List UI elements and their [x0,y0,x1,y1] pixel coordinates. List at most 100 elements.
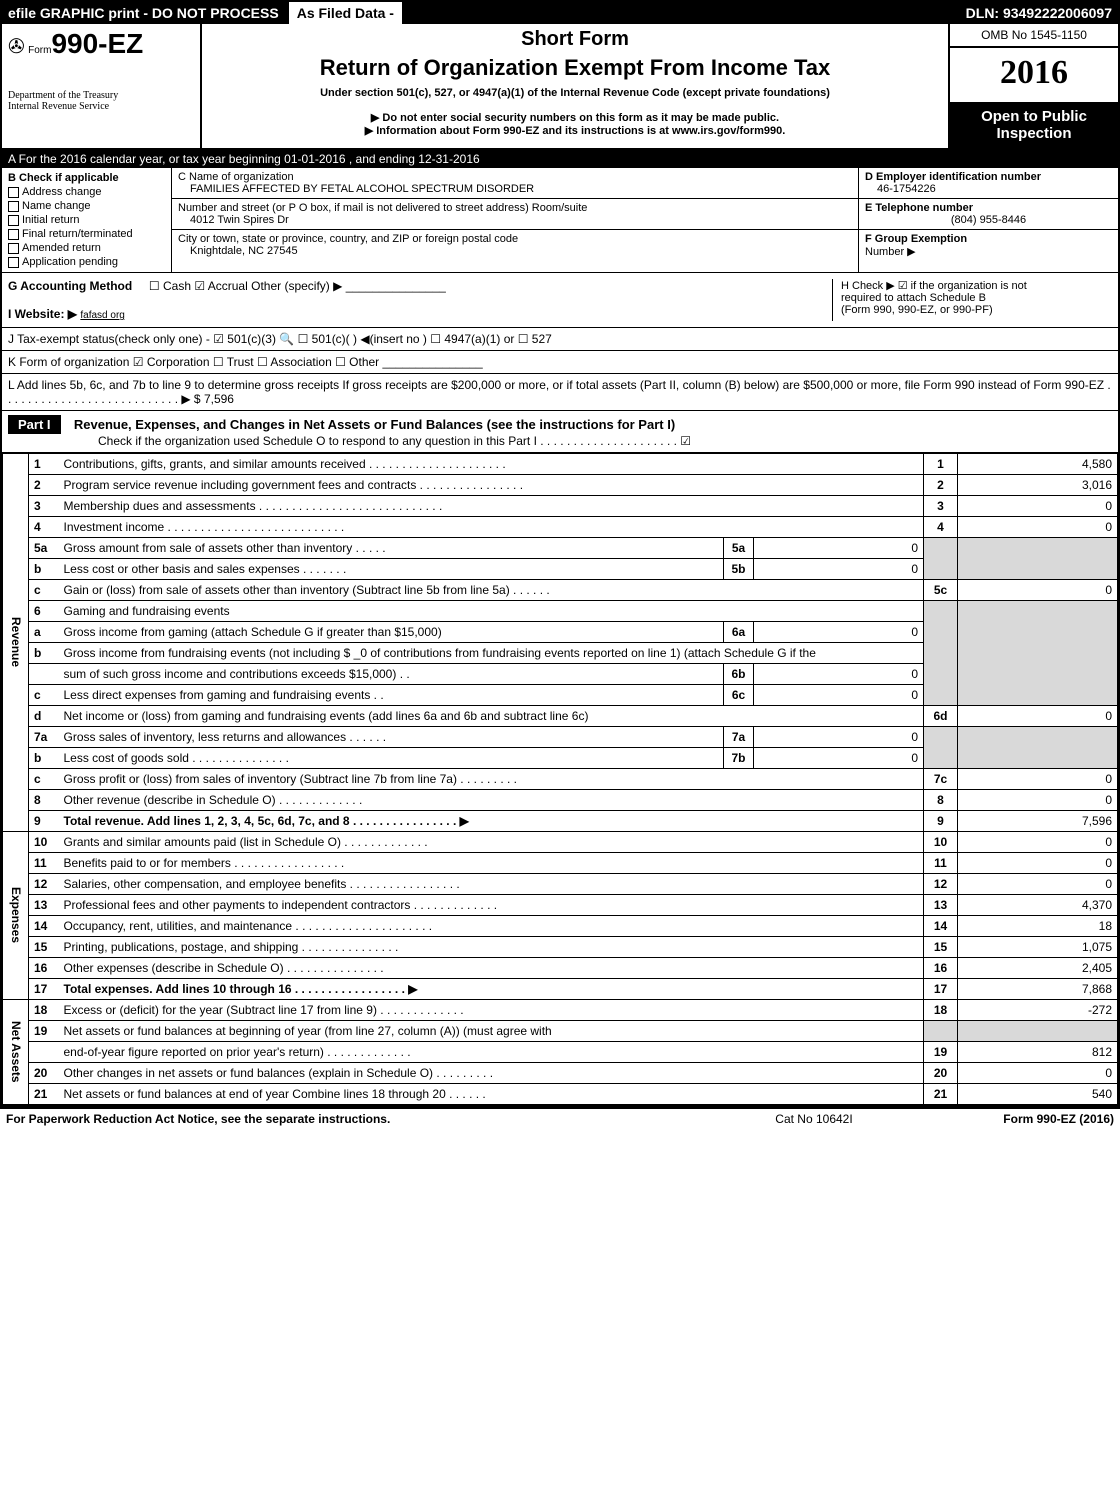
section-h: H Check ▶ ☑ if the organization is not r… [832,279,1112,321]
accounting-method-label: G Accounting Method [8,279,132,293]
part-1-badge: Part I [8,415,61,434]
subtitle: Under section 501(c), 527, or 4947(a)(1)… [208,87,942,99]
line-4-desc: Investment income . . . . . . . . . . . … [59,517,924,538]
accounting-method-options: ☐ Cash ☑ Accrual Other (specify) ▶ _____… [149,279,446,293]
section-def: D Employer identification number 46-1754… [858,168,1118,272]
line-3-desc: Membership dues and assessments . . . . … [59,496,924,517]
line-7b-desc: Less cost of goods sold . . . . . . . . … [59,748,724,769]
line-2-desc: Program service revenue including govern… [59,475,924,496]
header-middle: Short Form Return of Organization Exempt… [202,24,948,148]
cb-final-return[interactable]: Final return/terminated [8,228,165,240]
website-value[interactable]: fafasd org [80,310,124,321]
line-16-desc: Other expenses (describe in Schedule O) … [59,958,924,979]
note-ssn: ▶ Do not enter social security numbers o… [208,111,942,124]
line-11-val: 0 [958,853,1118,874]
line-7c-desc: Gross profit or (loss) from sales of inv… [59,769,924,790]
line-20-desc: Other changes in net assets or fund bala… [59,1063,924,1084]
line-6c-desc: Less direct expenses from gaming and fun… [59,685,724,706]
h-line1: H Check ▶ ☑ if the organization is not [841,279,1112,292]
efile-label: efile GRAPHIC print - DO NOT PROCESS [2,2,285,24]
part-1-table: Revenue 1 Contributions, gifts, grants, … [2,453,1118,1105]
line-6b2-desc: sum of such gross income and contributio… [59,664,724,685]
section-k: K Form of organization ☑ Corporation ☐ T… [2,351,1118,374]
cb-application-pending[interactable]: Application pending [8,256,165,268]
page-footer: For Paperwork Reduction Act Notice, see … [0,1107,1120,1129]
phone-label: E Telephone number [865,202,1112,214]
tax-year: 2016 [950,48,1118,102]
street-value: 4012 Twin Spires Dr [178,214,852,226]
line-1-val: 4,580 [958,454,1118,475]
org-name-label: C Name of organization [178,171,852,183]
line-13-val: 4,370 [958,895,1118,916]
line-2-val: 3,016 [958,475,1118,496]
line-1-num: 1 [29,454,59,475]
tab-expenses: Expenses [3,832,29,1000]
line-7c-val: 0 [958,769,1118,790]
line-15-val: 1,075 [958,937,1118,958]
line-19-val: 812 [958,1042,1118,1063]
line-10-desc: Grants and similar amounts paid (list in… [59,832,924,853]
line-6a-desc: Gross income from gaming (attach Schedul… [59,622,724,643]
line-6b1-desc: Gross income from fundraising events (no… [59,643,924,664]
tab-net-assets: Net Assets [3,1000,29,1105]
line-1-desc: Contributions, gifts, grants, and simila… [59,454,924,475]
open-public-badge: Open to Public Inspection [950,102,1118,148]
line-1-box: 1 [924,454,958,475]
omb-number: OMB No 1545-1150 [950,24,1118,48]
line-6b-val: 0 [754,664,924,685]
cb-amended-return[interactable]: Amended return [8,242,165,254]
line-7b-val: 0 [754,748,924,769]
line-21-desc: Net assets or fund balances at end of ye… [59,1084,924,1105]
note-info: ▶ Information about Form 990-EZ and its … [208,124,942,137]
section-j: J Tax-exempt status(check only one) - ☑ … [2,328,1118,351]
section-b-header: B Check if applicable [8,172,165,184]
line-6a-val: 0 [754,622,924,643]
form-header: ✇ Form990-EZ Department of the Treasury … [2,24,1118,150]
section-l: L Add lines 5b, 6c, and 7b to line 9 to … [2,374,1118,411]
line-12-val: 0 [958,874,1118,895]
line-18-desc: Excess or (deficit) for the year (Subtra… [59,1000,924,1021]
street-label: Number and street (or P O box, if mail i… [178,202,852,214]
line-6c-val: 0 [754,685,924,706]
section-b-through-f: B Check if applicable Address change Nam… [2,168,1118,273]
phone-value: (804) 955-8446 [865,214,1112,226]
form-prefix: Form [28,45,51,56]
cb-initial-return[interactable]: Initial return [8,214,165,226]
line-5b-val: 0 [754,559,924,580]
line-6d-desc: Net income or (loss) from gaming and fun… [59,706,924,727]
h-line3: (Form 990, 990-EZ, or 990-PF) [841,304,1112,316]
section-g-h-i: G Accounting Method ☐ Cash ☑ Accrual Oth… [2,273,1118,328]
line-16-val: 2,405 [958,958,1118,979]
website-label: I Website: ▶ [8,307,77,321]
h-line2: required to attach Schedule B [841,292,1112,304]
main-title: Return of Organization Exempt From Incom… [208,55,942,81]
line-9-val: 7,596 [958,811,1118,832]
line-5a-val: 0 [754,538,924,559]
line-14-desc: Occupancy, rent, utilities, and maintena… [59,916,924,937]
part-1-title: Revenue, Expenses, and Changes in Net As… [74,417,675,432]
line-17-val: 7,868 [958,979,1118,1000]
short-form-title: Short Form [208,28,942,51]
line-17-desc: Total expenses. Add lines 10 through 16 … [59,979,924,1000]
footer-form-ref: Form 990-EZ (2016) [914,1112,1114,1126]
line-7a-val: 0 [754,727,924,748]
header-left: ✇ Form990-EZ Department of the Treasury … [2,24,202,148]
cb-address-change[interactable]: Address change [8,186,165,198]
section-b: B Check if applicable Address change Nam… [2,168,172,272]
line-15-desc: Printing, publications, postage, and shi… [59,937,924,958]
group-exemption-label: F Group Exemption [865,233,967,245]
line-3-val: 0 [958,496,1118,517]
inspect-line2: Inspection [954,125,1114,142]
treasury-line2: Internal Revenue Service [8,101,194,112]
line-5c-desc: Gain or (loss) from sale of assets other… [59,580,924,601]
line-4-val: 0 [958,517,1118,538]
city-label: City or town, state or province, country… [178,233,852,245]
cb-name-change[interactable]: Name change [8,200,165,212]
line-5b-desc: Less cost or other basis and sales expen… [59,559,724,580]
treasury-line1: Department of the Treasury [8,90,194,101]
org-name: FAMILIES AFFECTED BY FETAL ALCOHOL SPECT… [178,183,852,195]
line-5a-desc: Gross amount from sale of assets other t… [59,538,724,559]
tab-revenue: Revenue [3,454,29,832]
part-1-check: Check if the organization used Schedule … [8,434,1112,448]
header-right: OMB No 1545-1150 2016 Open to Public Ins… [948,24,1118,148]
